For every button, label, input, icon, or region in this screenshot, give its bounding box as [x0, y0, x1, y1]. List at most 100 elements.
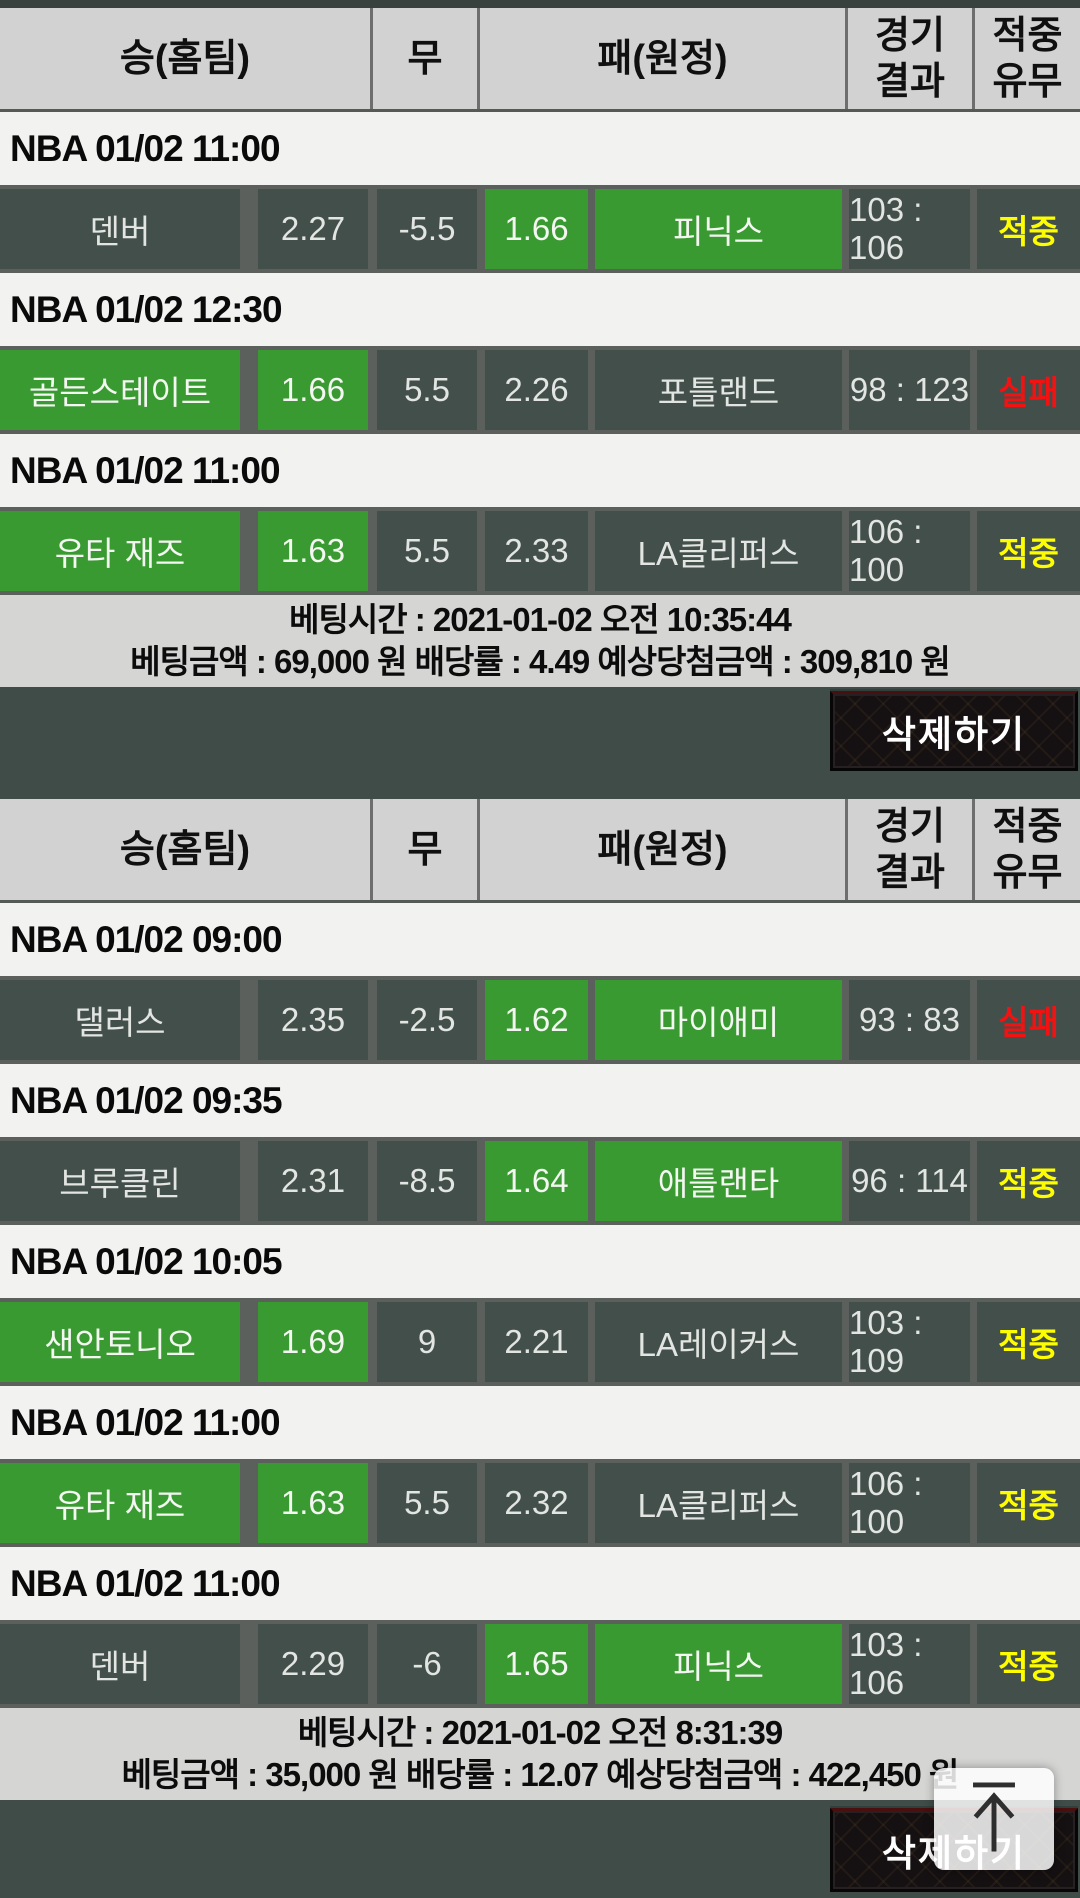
- away-team-cell: 피닉스: [595, 189, 842, 269]
- header-game-result-line2: 결과: [875, 851, 945, 894]
- away-team-cell: 피닉스: [595, 1624, 842, 1704]
- header-draw: 무: [370, 799, 477, 900]
- away-team-cell: LA레이커스: [595, 1302, 842, 1382]
- header-draw: 무: [370, 8, 477, 109]
- away-team-cell: 포틀랜드: [595, 350, 842, 430]
- away-odds-cell: 1.62: [485, 980, 588, 1060]
- score-cell: 106 : 100: [849, 1463, 970, 1543]
- game-row: 댈러스 2.35 -2.5 1.62 마이애미 93 : 83 실패: [0, 976, 1080, 1064]
- handicap-cell: -8.5: [377, 1141, 477, 1221]
- header-game-result-line1: 경기: [875, 805, 945, 848]
- header-game-result-line1: 경기: [875, 14, 945, 57]
- game-row: 덴버 2.27 -5.5 1.66 피닉스 103 : 106 적중: [0, 185, 1080, 273]
- game-row: 유타 재즈 1.63 5.5 2.32 LA클리퍼스 106 : 100 적중: [0, 1459, 1080, 1547]
- hit-status-cell: 실패: [977, 350, 1080, 430]
- hit-status-cell: 실패: [977, 980, 1080, 1060]
- home-odds-cell: 2.31: [258, 1141, 368, 1221]
- header-hit-line2: 유무: [992, 60, 1063, 103]
- away-team-cell: 마이애미: [595, 980, 842, 1060]
- bet-time-text: 베팅시간 : 2021-01-02 오전 8:31:39: [297, 1714, 783, 1751]
- home-team-cell: 댈러스: [0, 980, 240, 1060]
- game-section: NBA 01/02 11:00 유타 재즈 1.63 5.5 2.33 LA클리…: [0, 434, 1080, 595]
- header-lose-away: 패(원정): [477, 799, 845, 900]
- away-odds-cell: 1.66: [485, 189, 588, 269]
- away-odds-cell: 2.21: [485, 1302, 588, 1382]
- header-win-home: 승(홈팀): [119, 828, 251, 871]
- away-odds-cell: 2.26: [485, 350, 588, 430]
- home-odds-cell: 2.35: [258, 980, 368, 1060]
- bet-table-header: 승(홈팀) 무 패(원정) 경기 결과 적중 유무: [0, 799, 1080, 903]
- handicap-cell: -6: [377, 1624, 477, 1704]
- handicap-cell: -5.5: [377, 189, 477, 269]
- score-cell: 103 : 109: [849, 1302, 970, 1382]
- game-row: 골든스테이트 1.66 5.5 2.26 포틀랜드 98 : 123 실패: [0, 346, 1080, 434]
- score-cell: 98 : 123: [849, 350, 970, 430]
- score-cell: 93 : 83: [849, 980, 970, 1060]
- bet-summary-box: 베팅시간 : 2021-01-02 오전 10:35:44 베팅금액 : 69,…: [0, 595, 1080, 687]
- scroll-to-top-button[interactable]: [934, 1768, 1054, 1870]
- header-hit-line2: 유무: [992, 851, 1063, 894]
- away-team-cell: LA클리퍼스: [595, 511, 842, 591]
- top-divider-strip: [0, 0, 1080, 8]
- game-time-label: NBA 01/02 10:05: [0, 1225, 1080, 1298]
- handicap-cell: 5.5: [377, 1463, 477, 1543]
- game-section: NBA 01/02 11:00 덴버 2.27 -5.5 1.66 피닉스 10…: [0, 112, 1080, 273]
- game-section: NBA 01/02 11:00 덴버 2.29 -6 1.65 피닉스 103 …: [0, 1547, 1080, 1708]
- handicap-cell: 5.5: [377, 350, 477, 430]
- bet-table-header: 승(홈팀) 무 패(원정) 경기 결과 적중 유무: [0, 8, 1080, 112]
- action-band: 삭제하기: [0, 1800, 1080, 1898]
- game-section: NBA 01/02 09:35 브루클린 2.31 -8.5 1.64 애틀랜타…: [0, 1064, 1080, 1225]
- header-hit-line1: 적중: [992, 805, 1063, 848]
- game-section: NBA 01/02 12:30 골든스테이트 1.66 5.5 2.26 포틀랜…: [0, 273, 1080, 434]
- home-odds-cell: 1.63: [258, 1463, 368, 1543]
- away-team-cell: LA클리퍼스: [595, 1463, 842, 1543]
- bet-amount-text: 베팅금액 : 69,000 원 배당률 : 4.49 예상당첨금액 : 309,…: [130, 643, 951, 680]
- hit-status-cell: 적중: [977, 511, 1080, 591]
- away-odds-cell: 2.33: [485, 511, 588, 591]
- hit-status-cell: 적중: [977, 189, 1080, 269]
- header-game-result: 경기 결과: [845, 799, 972, 900]
- home-odds-cell: 1.66: [258, 350, 368, 430]
- home-team-cell: 유타 재즈: [0, 511, 240, 591]
- game-section: NBA 01/02 10:05 샌안토니오 1.69 9 2.21 LA레이커스…: [0, 1225, 1080, 1386]
- handicap-cell: -2.5: [377, 980, 477, 1060]
- bet-amount-text: 베팅금액 : 35,000 원 배당률 : 12.07 예상당첨금액 : 422…: [121, 1756, 960, 1793]
- home-odds-cell: 1.63: [258, 511, 368, 591]
- handicap-cell: 9: [377, 1302, 477, 1382]
- away-team-cell: 애틀랜타: [595, 1141, 842, 1221]
- game-row: 유타 재즈 1.63 5.5 2.33 LA클리퍼스 106 : 100 적중: [0, 507, 1080, 595]
- header-win-home: 승(홈팀): [119, 37, 251, 80]
- game-time-label: NBA 01/02 11:00: [0, 1386, 1080, 1459]
- header-game-result-line2: 결과: [875, 60, 945, 103]
- bet-summary-box: 베팅시간 : 2021-01-02 오전 8:31:39 베팅금액 : 35,0…: [0, 1708, 1080, 1800]
- score-cell: 103 : 106: [849, 189, 970, 269]
- home-team-cell: 덴버: [0, 189, 240, 269]
- away-odds-cell: 1.65: [485, 1624, 588, 1704]
- home-team-cell: 브루클린: [0, 1141, 240, 1221]
- home-odds-cell: 2.29: [258, 1624, 368, 1704]
- hit-status-cell: 적중: [977, 1302, 1080, 1382]
- hit-status-cell: 적중: [977, 1624, 1080, 1704]
- game-row: 덴버 2.29 -6 1.65 피닉스 103 : 106 적중: [0, 1620, 1080, 1708]
- game-time-label: NBA 01/02 09:35: [0, 1064, 1080, 1137]
- scroll-to-top-arrow-icon: [957, 1775, 1031, 1864]
- game-time-label: NBA 01/02 09:00: [0, 903, 1080, 976]
- score-cell: 103 : 106: [849, 1624, 970, 1704]
- game-time-label: NBA 01/02 12:30: [0, 273, 1080, 346]
- game-row: 샌안토니오 1.69 9 2.21 LA레이커스 103 : 109 적중: [0, 1298, 1080, 1386]
- score-cell: 106 : 100: [849, 511, 970, 591]
- game-section: NBA 01/02 09:00 댈러스 2.35 -2.5 1.62 마이애미 …: [0, 903, 1080, 1064]
- home-team-cell: 샌안토니오: [0, 1302, 240, 1382]
- game-time-label: NBA 01/02 11:00: [0, 1547, 1080, 1620]
- hit-status-cell: 적중: [977, 1141, 1080, 1221]
- delete-bet-button[interactable]: 삭제하기: [830, 691, 1078, 771]
- away-odds-cell: 2.32: [485, 1463, 588, 1543]
- home-team-cell: 골든스테이트: [0, 350, 240, 430]
- game-row: 브루클린 2.31 -8.5 1.64 애틀랜타 96 : 114 적중: [0, 1137, 1080, 1225]
- game-section: NBA 01/02 11:00 유타 재즈 1.63 5.5 2.32 LA클리…: [0, 1386, 1080, 1547]
- header-hit-line1: 적중: [992, 14, 1063, 57]
- handicap-cell: 5.5: [377, 511, 477, 591]
- away-odds-cell: 1.64: [485, 1141, 588, 1221]
- header-game-result: 경기 결과: [845, 8, 972, 109]
